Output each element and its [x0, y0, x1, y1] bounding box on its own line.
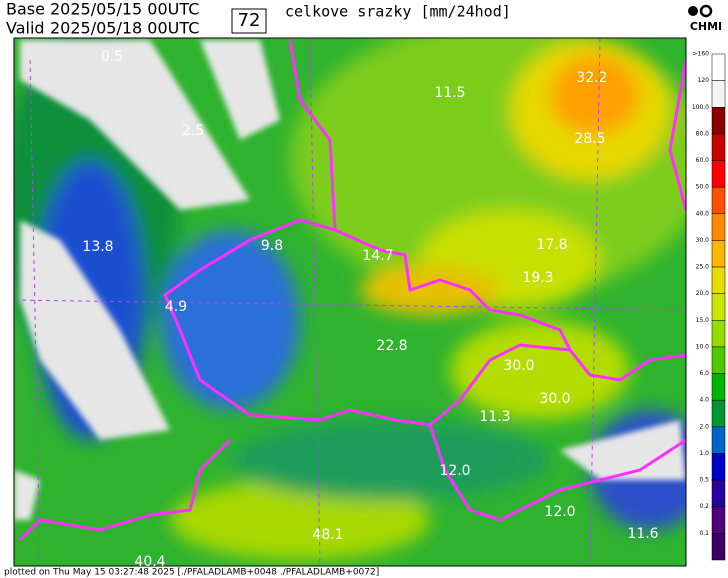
- legend-swatch: [711, 399, 726, 428]
- value-label: 30.0: [503, 358, 534, 374]
- legend-label: 25.0: [696, 264, 710, 271]
- legend-label: 2.0: [699, 423, 709, 430]
- value-label: 14.7: [362, 248, 393, 264]
- legend-swatch: [711, 160, 726, 188]
- value-label: 12.0: [544, 504, 575, 520]
- legend-swatch: [711, 293, 726, 321]
- legend-swatch: [711, 479, 726, 507]
- legend-swatch: [711, 373, 726, 401]
- legend-label: 0.1: [699, 530, 709, 537]
- value-labels: 0.5 2.5 11.5 32.2 28.5 13.8 9.8 14.7 17.8 19.3 4.9…: [82, 49, 658, 570]
- legend-label: 20.0: [696, 290, 710, 297]
- value-label: 0.5: [101, 49, 123, 65]
- legend-label: 1.0: [699, 450, 709, 457]
- value-label: 11.3: [479, 409, 510, 425]
- legend-swatch: [711, 320, 726, 348]
- value-label: 4.9: [165, 299, 187, 315]
- legend-label: 100.0: [692, 104, 709, 111]
- logo-mark: [699, 4, 713, 18]
- legend-swatch: [711, 213, 726, 241]
- legend-swatch: [711, 80, 726, 108]
- base-time: 2025/05/15 00UTC: [50, 0, 199, 19]
- value-label: 19.3: [522, 270, 553, 286]
- legend-label: 4.0: [699, 397, 709, 404]
- legend-label: 30.0: [696, 237, 710, 244]
- value-label: 22.8: [376, 338, 407, 354]
- base-label: Base: [6, 0, 45, 19]
- legend-swatch: [711, 266, 726, 294]
- value-label: 12.0: [439, 463, 470, 479]
- legend-swatch: [711, 346, 726, 374]
- legend-label: 50.0: [696, 184, 710, 191]
- logo-mark: [688, 6, 698, 16]
- borders: [18, 39, 686, 542]
- legend-label: 0.2: [699, 503, 709, 510]
- map-frame: [13, 37, 687, 567]
- value-label: 9.8: [261, 238, 283, 254]
- legend: >160 120 100.0 80.0 60.0 50.0 40.0 30.0 25.0 20.0…: [692, 51, 726, 561]
- value-label: 30.0: [539, 391, 570, 407]
- value-label: 11.5: [434, 85, 465, 101]
- legend-label: 60.0: [696, 157, 710, 164]
- legend-label: 15.0: [696, 317, 710, 324]
- legend-swatch: [711, 533, 726, 561]
- legend-swatch: [711, 107, 726, 135]
- legend-label: 80.0: [696, 130, 710, 137]
- legend-swatch: [711, 426, 726, 454]
- legend-swatch: [711, 186, 726, 215]
- lead-box: [231, 8, 267, 34]
- precip-field: [14, 38, 686, 566]
- legend-label: 40.0: [696, 210, 710, 217]
- value-label: 32.2: [576, 70, 607, 86]
- valid-label: Valid: [6, 19, 45, 38]
- product-title: celkove srazky [mm/24hod]: [285, 3, 511, 21]
- logo-text: CHMI: [690, 20, 722, 33]
- valid-time: 2025/05/18 00UTC: [50, 19, 199, 38]
- legend-label: 0.5: [699, 477, 709, 484]
- value-label: 2.5: [182, 123, 204, 139]
- legend-label: 120: [698, 77, 710, 84]
- legend-label: 10.0: [696, 343, 710, 350]
- footer: plotted on Thu May 15 03:27:48 2025 [./P…: [4, 568, 379, 578]
- value-label: 17.8: [536, 237, 567, 253]
- legend-label: >160: [693, 51, 710, 58]
- legend-swatch: [711, 133, 726, 161]
- value-label: 28.5: [574, 131, 605, 147]
- legend-swatch: [711, 453, 726, 481]
- value-label: 13.8: [82, 239, 113, 255]
- lead-time: 72: [238, 10, 261, 31]
- graticule: [14, 38, 686, 566]
- value-label: 48.1: [312, 527, 343, 543]
- value-label: 40.4: [134, 554, 165, 570]
- legend-swatch: [711, 506, 726, 534]
- legend-swatch: [711, 240, 726, 268]
- legend-label: 6.0: [699, 370, 709, 377]
- value-label: 11.6: [627, 526, 658, 542]
- legend-swatch: [711, 53, 726, 81]
